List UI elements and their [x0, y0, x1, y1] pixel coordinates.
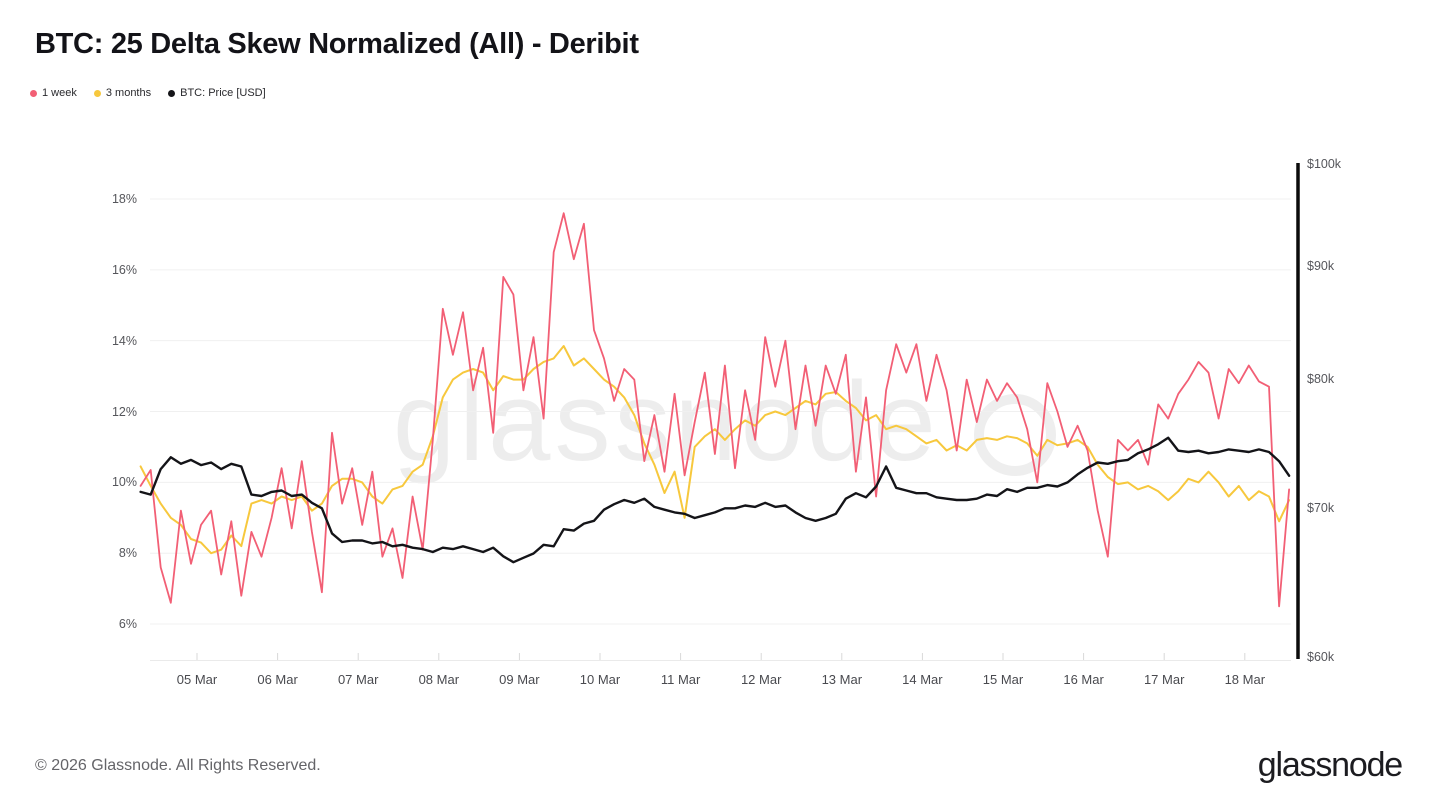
glassnode-logo: glassnode: [1257, 746, 1403, 784]
x-axis-label-15-mar: 15 Mar: [982, 672, 1024, 687]
legend-label: 3 months: [105, 87, 152, 99]
right-axis-label-60k: $60k: [1307, 650, 1335, 665]
series-line-btc-price-usd-: [139, 436, 1291, 564]
x-axis-label-16-mar: 16 Mar: [1063, 672, 1104, 687]
x-axis-label-05-mar: 05 Mar: [176, 672, 218, 687]
x-axis-label-11-mar: 11 Mar: [660, 672, 701, 687]
legend-dot-icon: [168, 89, 176, 97]
left-axis-label-16pct: 16%: [111, 262, 137, 277]
legend-label: 1 week: [42, 87, 77, 99]
right-axis-label-80k: $80k: [1307, 372, 1335, 387]
legend-item-3-months[interactable]: 3 months: [93, 87, 152, 99]
legend-item-1-week[interactable]: 1 week: [30, 87, 77, 99]
x-axis-label-17-mar: 17 Mar: [1143, 672, 1185, 687]
right-axis-label-70k: $70k: [1307, 501, 1335, 516]
x-axis-label-12-mar: 12 Mar: [740, 672, 782, 687]
x-axis-label-14-mar: 14 Mar: [902, 672, 943, 687]
x-axis-label-06-mar: 06 Mar: [257, 672, 298, 687]
left-axis-label-14pct: 14%: [111, 333, 137, 348]
legend-label: BTC: Price [USD]: [180, 87, 266, 99]
copyright-text: © 2026 Glassnode. All Rights Reserved.: [35, 757, 321, 774]
series-line-1-week: [139, 212, 1290, 608]
left-axis-label-8pct: 8%: [118, 546, 137, 561]
legend-dot-icon: [30, 89, 37, 97]
x-axis-label-18-mar: 18 Mar: [1224, 672, 1266, 687]
x-axis-label-10-mar: 10 Mar: [579, 672, 621, 687]
left-axis-label-18pct: 18%: [111, 192, 137, 206]
right-axis-label-100k: $100k: [1307, 157, 1342, 171]
x-axis-label-13-mar: 13 Mar: [821, 672, 863, 687]
page-title: BTC: 25 Delta Skew Normalized (All) - De…: [35, 28, 639, 60]
x-axis-label-07-mar: 07 Mar: [337, 672, 379, 687]
series-line-3-months: [139, 345, 1291, 555]
right-axis-label-90k: $90k: [1307, 258, 1335, 273]
left-axis-label-6pct: 6%: [118, 617, 137, 632]
chart-legend: 1 week 3 months BTC: Price [USD]: [30, 87, 266, 99]
legend-dot-icon: [93, 89, 101, 97]
x-axis-label-09-mar: 09 Mar: [499, 672, 540, 687]
x-axis-label-08-mar: 08 Mar: [418, 672, 460, 687]
left-axis-label-10pct: 10%: [111, 475, 137, 490]
left-axis-label-12pct: 12%: [111, 404, 137, 419]
legend-item-btc-price-usd-[interactable]: BTC: Price [USD]: [168, 87, 266, 99]
